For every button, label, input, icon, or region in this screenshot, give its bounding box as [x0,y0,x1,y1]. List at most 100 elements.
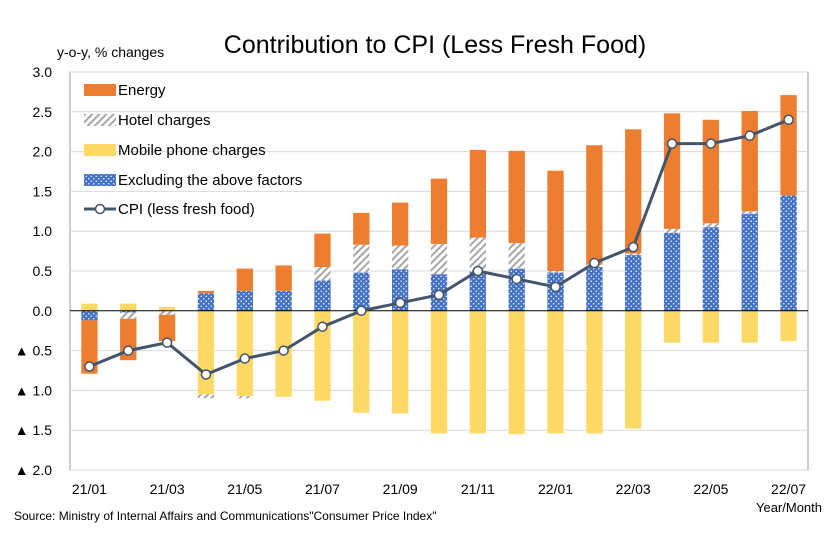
y-tick-label: ▲ 0.5 [15,343,52,359]
bar-mobile-phone-charges-22-02 [586,310,603,434]
y-tick-label: 2.0 [33,144,53,160]
bar-hotel-charges-21-07 [314,267,331,281]
cpi-line-series [84,114,794,380]
bar-energy-21-06 [275,265,292,291]
bar-energy-21-04 [197,290,215,294]
bar-mobile-phone-charges-21-09 [392,310,409,414]
x-tick-label: 22/05 [693,481,728,497]
bar-mobile-phone-charges-22-01 [547,310,564,434]
bar-hotel-charges-21-05 [236,395,253,399]
x-tick-label: 22/03 [616,481,651,497]
bar-energy-21-01 [81,320,98,374]
bar-mobile-phone-charges-22-03 [625,310,642,429]
legend-label: Excluding the above factors [118,172,302,189]
bar-hotel-charges-21-03 [158,310,176,315]
legend-swatch-mobile-phone-charges [84,144,116,156]
legend-swatch-energy [84,84,116,96]
bar-mobile-phone-charges-21-10 [430,310,448,434]
bar-mobile-phone-charges-22-05 [702,310,720,343]
bar-excluding-the-above-factors-22-04 [663,232,681,311]
bar-mobile-phone-charges-21-11 [469,310,486,434]
bar-hotel-charges-22-03 [625,253,642,256]
bar-hotel-charges-21-04 [197,394,215,399]
bar-energy-22-02 [586,145,603,265]
cpi-point-21-02 [123,345,134,356]
bar-mobile-phone-charges-22-06 [741,310,758,343]
cpi-point-22-04 [666,138,678,149]
bar-hotel-charges-21-09 [392,245,409,270]
bar-excluding-the-above-factors-21-06 [275,290,292,311]
bar-energy-21-10 [430,178,448,244]
bar-hotel-charges-22-01 [547,271,564,273]
x-tick-label: 22/01 [538,481,573,497]
bar-mobile-phone-charges-21-07 [314,310,331,401]
bar-energy-21-08 [353,212,370,245]
bar-excluding-the-above-factors-21-04 [197,293,215,311]
y-tick-label: ▲ 1.5 [15,422,52,438]
x-tick-label: 21/09 [383,481,418,497]
x-tick-label: 21/01 [72,481,107,497]
bar-excluding-the-above-factors-21-11 [469,271,486,311]
y-tick-label: ▲ 2.0 [15,462,52,478]
bar-hotel-charges-21-02 [120,312,137,319]
cpi-point-21-09 [394,297,406,309]
cpi-point-22-06 [744,130,755,141]
legend-swatch-cpi-marker [94,203,106,215]
cpi-point-21-12 [511,273,522,285]
bar-energy-21-05 [236,268,253,291]
bar-hotel-charges-22-06 [741,211,758,214]
bar-excluding-the-above-factors-22-07 [780,195,797,311]
x-axis-label: Year/Month [756,500,822,515]
bar-hotel-charges-22-04 [663,228,681,233]
bar-hotel-charges-22-05 [702,223,720,228]
cpi-point-22-07 [783,114,794,126]
bar-energy-22-06 [741,111,758,212]
y-tick-label: 0.5 [33,263,53,279]
bar-excluding-the-above-factors-22-02 [586,267,603,311]
legend-label: Energy [118,82,166,99]
bar-excluding-the-above-factors-21-01 [81,310,98,321]
y-tick-label: 0.0 [33,303,53,319]
bar-excluding-the-above-factors-21-08 [353,272,370,311]
bar-energy-21-11 [469,150,486,238]
cpi-point-21-04 [200,369,212,380]
y-axis-ticks: 3.0 2.5 2.0 1.5 1.0 0.5 0.0 ▲ 0.5 ▲ 1.0 ▲ 1.5 ▲ 2.… [15,64,52,478]
x-tick-label: 21/07 [305,481,340,497]
cpi-point-22-05 [705,138,717,149]
bar-hotel-charges-21-12 [508,243,525,269]
bar-mobile-phone-charges-21-01 [81,303,98,311]
x-tick-label: 21/11 [461,481,495,497]
y-tick-label: 3.0 [33,64,53,80]
bar-energy-21-12 [508,150,525,244]
bar-energy-21-09 [392,202,409,246]
cpi-point-21-08 [356,305,367,317]
bar-excluding-the-above-factors-22-06 [741,213,758,311]
bar-excluding-the-above-factors-21-02 [120,310,137,313]
bar-mobile-phone-charges-22-07 [780,310,797,342]
legend-swatch-excluding-the-above-factors [84,174,116,186]
bar-excluding-the-above-factors-21-05 [236,290,253,311]
y-tick-label: ▲ 1.0 [15,382,52,398]
source-note: Source: Ministry of Internal Affairs and… [14,509,436,523]
chart-title: Contribution to CPI (Less Fresh Food) [224,31,646,59]
bar-energy-21-03 [158,314,176,342]
bar-mobile-phone-charges-22-04 [663,310,681,343]
y-tick-label: 1.5 [33,183,53,199]
bar-energy-21-07 [314,233,331,268]
cpi-point-22-02 [589,257,600,269]
bar-energy-22-03 [625,129,642,254]
y-axis-label: y-o-y, % changes [57,44,164,60]
bar-energy-22-01 [547,170,564,271]
x-tick-label: 22/07 [771,481,806,497]
cpi-point-21-06 [278,345,289,356]
x-tick-label: 21/03 [150,481,185,497]
bar-mobile-phone-charges-21-04 [197,310,215,395]
bar-energy-22-05 [702,119,720,224]
bar-excluding-the-above-factors-21-07 [314,280,331,311]
bar-mobile-phone-charges-21-02 [120,303,137,311]
bar-hotel-charges-21-11 [469,237,486,271]
bar-excluding-the-above-factors-22-05 [702,227,720,311]
legend-label: CPI (less fresh food) [118,201,255,218]
x-axis-ticks: 21/01 21/03 21/05 21/07 21/09 21/11 22/01 22/03… [72,481,806,497]
